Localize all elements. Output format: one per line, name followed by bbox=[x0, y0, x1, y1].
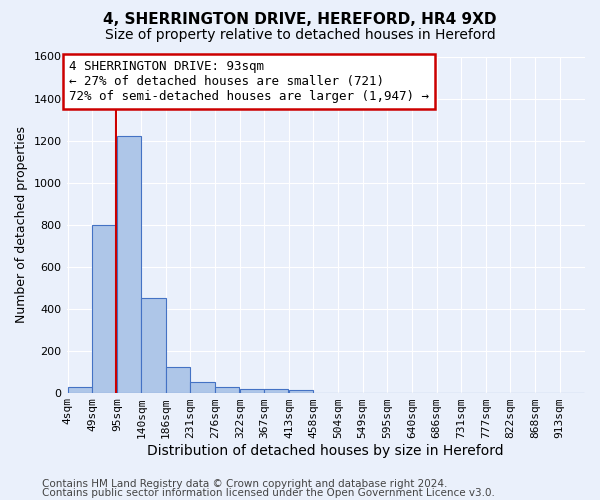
Bar bbox=[289, 390, 313, 392]
Bar bbox=[264, 390, 289, 392]
Bar bbox=[240, 389, 264, 392]
Bar bbox=[92, 224, 116, 392]
Text: Size of property relative to detached houses in Hereford: Size of property relative to detached ho… bbox=[104, 28, 496, 42]
Bar bbox=[215, 386, 239, 392]
Bar bbox=[166, 368, 190, 392]
Bar bbox=[117, 136, 141, 392]
X-axis label: Distribution of detached houses by size in Hereford: Distribution of detached houses by size … bbox=[148, 444, 504, 458]
Y-axis label: Number of detached properties: Number of detached properties bbox=[15, 126, 28, 323]
Bar bbox=[141, 298, 166, 392]
Text: 4 SHERRINGTON DRIVE: 93sqm
← 27% of detached houses are smaller (721)
72% of sem: 4 SHERRINGTON DRIVE: 93sqm ← 27% of deta… bbox=[69, 60, 429, 103]
Bar bbox=[68, 388, 92, 392]
Bar bbox=[190, 382, 215, 392]
Text: Contains public sector information licensed under the Open Government Licence v3: Contains public sector information licen… bbox=[42, 488, 495, 498]
Text: Contains HM Land Registry data © Crown copyright and database right 2024.: Contains HM Land Registry data © Crown c… bbox=[42, 479, 448, 489]
Text: 4, SHERRINGTON DRIVE, HEREFORD, HR4 9XD: 4, SHERRINGTON DRIVE, HEREFORD, HR4 9XD bbox=[103, 12, 497, 28]
